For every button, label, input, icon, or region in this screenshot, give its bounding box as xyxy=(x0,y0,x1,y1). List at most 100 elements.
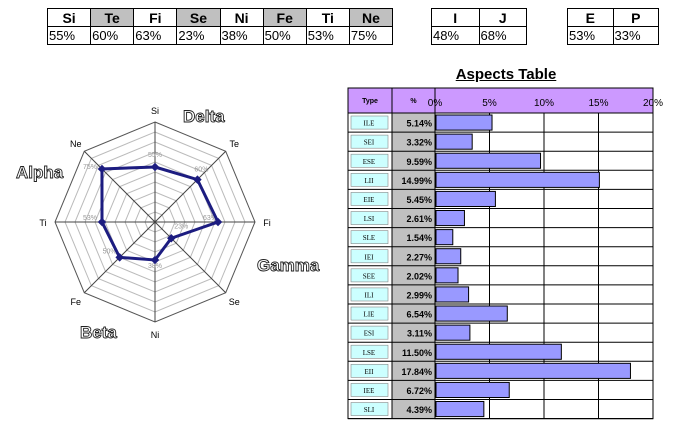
aspects-type-cell xyxy=(350,230,389,245)
aspects-bar-ese xyxy=(435,152,542,169)
aspects-type-cell xyxy=(350,268,389,283)
aspects-type-esi: ESI xyxy=(364,330,375,338)
aspects-type-lse: LSE xyxy=(363,349,375,357)
radar-value-label-ni: 38% xyxy=(148,263,162,270)
radar-spoke-ne xyxy=(83,150,156,223)
aspects-pct-ili: 2.99% xyxy=(406,290,432,300)
radar-point-ne xyxy=(97,164,107,174)
functions-table-value-ne: 75% xyxy=(348,26,394,45)
aspects-bar-sli xyxy=(435,401,485,418)
radar-value-label-fi: 63% xyxy=(203,215,217,222)
aspects-type-cell xyxy=(350,153,389,168)
aspects-bar-lie xyxy=(435,305,508,322)
aspects-type-cell xyxy=(350,325,389,340)
functions-table: Si Te Fi Se Ni Fe Ti Ne 55% 60% 63% 23% 38% 50% 53% 75… xyxy=(46,8,394,45)
aspects-pct-ese: 9.59% xyxy=(406,157,432,167)
radar-axis-label-ti: Ti xyxy=(39,218,46,228)
functions-table-header-fe: Fe xyxy=(262,8,307,27)
functions-table-header-fi: Fi xyxy=(133,8,178,27)
aspects-header-pct: % xyxy=(410,98,417,105)
radar-axis-label-si: Si xyxy=(151,106,159,116)
radar-value-label-si: 55% xyxy=(148,152,162,159)
radar-value-label-ti: 53% xyxy=(83,215,97,222)
radar-axis-label-te: Te xyxy=(229,139,239,149)
aspects-type-eie: EIE xyxy=(364,196,375,204)
radar-spoke-te xyxy=(154,150,227,223)
radar-axis-label-ni: Ni xyxy=(151,330,160,340)
quadra-label-alpha: Alpha xyxy=(16,163,64,182)
aspects-bar-lii xyxy=(435,171,600,188)
aspects-type-cell xyxy=(350,211,389,225)
aspects-tick-label: 5% xyxy=(482,98,497,109)
aspects-type-cell xyxy=(350,383,389,397)
aspects-type-cell xyxy=(350,134,389,149)
radar-point-se xyxy=(167,234,176,243)
aspects-type-cell xyxy=(350,344,389,359)
functions-table-value-te: 60% xyxy=(90,26,135,45)
aspects-table-border xyxy=(347,87,654,420)
radar-axis-label-ne: Ne xyxy=(70,139,82,149)
functions-table-value-si: 55% xyxy=(46,26,92,45)
aspects-type-lii: LII xyxy=(365,177,375,185)
aspects-bar-lsi xyxy=(435,210,465,227)
aspects-bar-sle xyxy=(435,229,454,246)
aspects-type-sei: SEI xyxy=(364,139,375,147)
aspects-bar-see xyxy=(435,267,459,284)
radar-axis-label-fi: Fi xyxy=(263,218,271,228)
aspects-type-cell xyxy=(350,115,389,130)
aspects-type-cell xyxy=(350,306,389,321)
aspects-pct-eie: 5.45% xyxy=(406,195,432,205)
aspects-type-ese: ESE xyxy=(363,158,375,166)
quadra-label-beta: Beta xyxy=(80,323,117,342)
aspects-type-cell xyxy=(350,192,389,206)
ij-table-value-i: 48% xyxy=(431,26,480,45)
functions-table-value-ti: 53% xyxy=(305,26,350,45)
aspects-type-cell xyxy=(350,363,389,378)
functions-table-value-fe: 50% xyxy=(262,26,307,45)
aspects-pct-esi: 3.11% xyxy=(407,329,432,339)
aspects-pct-sli: 4.39% xyxy=(406,405,432,415)
aspects-type-ili: ILI xyxy=(365,291,375,299)
aspects-bar-lse xyxy=(435,343,562,360)
aspects-type-eii: EII xyxy=(365,368,375,376)
radar-value-label-se: 23% xyxy=(174,223,188,230)
aspects-pct-sle: 1.54% xyxy=(406,233,432,243)
radar-axis-label-fe: Fe xyxy=(71,297,82,307)
functions-table-header-ti: Ti xyxy=(305,8,350,27)
quadra-label-gamma: Gamma xyxy=(257,256,320,275)
radar-series-line xyxy=(100,165,221,262)
aspects-type-lie: LIE xyxy=(364,311,375,319)
aspects-pct-lii: 14.99% xyxy=(401,176,432,186)
radar-value-label-ne: 75% xyxy=(83,164,97,171)
aspects-pct-ile: 5.14% xyxy=(406,119,432,129)
aspects-type-iee: IEE xyxy=(364,387,375,395)
aspects-bar-esi xyxy=(435,324,471,341)
aspects-pct-iee: 6.72% xyxy=(406,386,432,396)
radar-point-ti xyxy=(97,217,107,227)
aspects-tick-label: 10% xyxy=(534,98,554,109)
quadra-label-delta: Delta xyxy=(183,107,225,126)
aspects-bar-eii xyxy=(435,362,631,379)
aspects-bar-ili xyxy=(435,286,470,303)
aspects-tick-label: 15% xyxy=(588,98,608,109)
functions-table-header-si: Si xyxy=(46,8,92,27)
radar-point-te xyxy=(193,175,202,184)
aspects-header-type: Type xyxy=(362,98,378,105)
ij-table-value-j: 68% xyxy=(478,26,527,45)
ep-table-value-p: 33% xyxy=(612,26,659,45)
aspects-pct-iei: 2.27% xyxy=(406,252,432,262)
aspects-bar-sei xyxy=(435,133,473,150)
radar-value-label-te: 60% xyxy=(194,167,208,174)
radar-point-ni xyxy=(150,255,160,265)
aspects-bar-iei xyxy=(435,248,462,265)
radar-value-label-fe: 50% xyxy=(103,248,117,255)
functions-table-value-se: 23% xyxy=(176,26,221,45)
aspects-bar-eie xyxy=(435,190,496,207)
ep-table-value-e: 53% xyxy=(567,26,614,45)
aspects-bar-ile xyxy=(435,114,493,131)
aspects-type-lsi: LSI xyxy=(364,215,375,223)
aspects-bar-iee xyxy=(435,381,510,398)
